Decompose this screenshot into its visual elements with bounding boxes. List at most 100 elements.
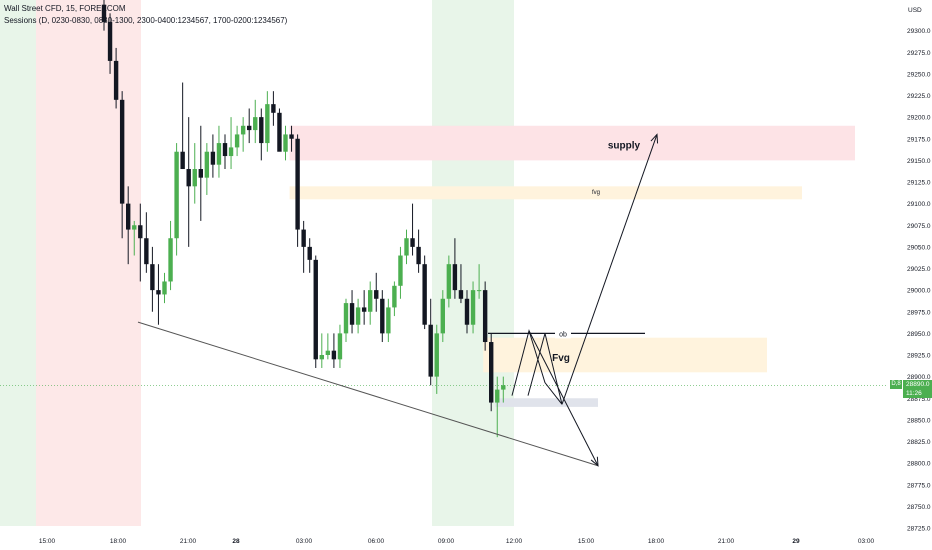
candle-body: [156, 290, 161, 295]
session-backgrounds: [0, 0, 514, 526]
price-tick-label: 29100.0: [907, 201, 931, 208]
candle-body: [283, 134, 288, 152]
candle-body: [392, 285, 397, 308]
price-tick-label: 29225.0: [907, 93, 931, 100]
candle-body: [192, 169, 197, 187]
price-tick-label: 28900.0: [907, 374, 931, 381]
candle-body: [240, 125, 246, 135]
time-tick-label: 21:00: [180, 538, 197, 545]
countdown: 11:26: [906, 390, 922, 397]
candle-body: [186, 169, 191, 187]
candle-body: [368, 290, 373, 312]
price-tick-label: 28825.0: [907, 439, 931, 446]
candle-body: [119, 99, 125, 204]
price-axis[interactable]: USD 29300.0 29275.0 29250.0 29225.0 29200.0 29…: [889, 0, 932, 550]
price-tick-label: 29125.0: [907, 180, 931, 187]
arrow-up: [561, 134, 658, 405]
candle-body: [204, 151, 210, 178]
candle-body: [489, 342, 494, 403]
price-tick-label: 29175.0: [907, 136, 931, 143]
candle-body: [210, 151, 216, 165]
zones: [289, 125, 856, 407]
candle-body: [307, 246, 312, 260]
trendline: [137, 321, 599, 467]
candle-body: [482, 290, 488, 343]
time-tick-label: 03:00: [858, 538, 875, 545]
time-tick-label: 18:00: [110, 538, 127, 545]
candle-body: [168, 238, 173, 282]
price-tick-label: 29200.0: [907, 115, 931, 122]
candle-body: [331, 350, 337, 360]
candle-body: [434, 333, 439, 377]
candle-body: [101, 4, 107, 22]
candle-body: [234, 134, 240, 148]
fvg-lower-label: Fvg: [552, 353, 570, 364]
candle-body: [343, 303, 349, 334]
time-tick-label: 21:00: [718, 538, 735, 545]
candle-body: [126, 203, 131, 230]
candle-body: [464, 298, 470, 325]
candle-body: [107, 21, 113, 61]
price-tick-label: 29025.0: [907, 266, 931, 273]
candle-body: [495, 389, 500, 403]
candle-body: [355, 307, 361, 325]
price-tick-label: 29300.0: [907, 28, 931, 35]
candle-body: [277, 112, 282, 152]
fvg-upper-label: fvg: [592, 190, 600, 196]
candle-body: [138, 225, 143, 239]
price-tick-label: 28850.0: [907, 417, 931, 424]
last-price-value: 28890.0: [906, 381, 930, 388]
price-tick-label: 28750.0: [907, 504, 931, 511]
candle-body: [416, 246, 421, 265]
session-green-1: [0, 0, 36, 526]
price-tick-label: 28725.0: [907, 526, 931, 533]
ob-label: ob: [559, 331, 567, 338]
candle-body: [404, 238, 409, 256]
candle-body: [162, 281, 167, 295]
arrow-up-head: [650, 133, 659, 144]
arrow-down: [528, 330, 599, 466]
zone-supply: [289, 125, 856, 161]
candle-body: [337, 333, 343, 360]
candle-body: [422, 264, 427, 325]
price-tick-label: 28925.0: [907, 353, 931, 360]
price-tick-label: 29075.0: [907, 223, 931, 230]
candle-body: [374, 290, 379, 299]
candle-body: [410, 238, 415, 247]
candle-body: [380, 298, 385, 334]
candle-body: [325, 350, 331, 355]
zone-fvg: [289, 186, 803, 200]
candle-body: [180, 151, 185, 170]
price-tick-label: 29150.0: [907, 158, 931, 165]
candle-body: [501, 385, 506, 390]
time-tick-label: 28: [232, 538, 240, 545]
candle-body: [222, 143, 228, 157]
time-tick-label: 15:00: [578, 538, 595, 545]
candle-body: [198, 169, 203, 178]
candle-body: [398, 255, 403, 286]
candle-body: [271, 104, 276, 113]
session-green-2: [432, 0, 514, 526]
candles[interactable]: [101, 0, 506, 438]
candle-body: [361, 307, 367, 312]
time-tick-label: 06:00: [368, 538, 385, 545]
candle-body: [259, 117, 264, 144]
projection-zigzag: [511, 328, 563, 405]
time-axis[interactable]: 15:00 18:00 21:00 28 03:00 06:00 09:00 12:00 15:…: [39, 538, 875, 545]
price-tick-label: 28775.0: [907, 482, 931, 489]
time-tick-label: 15:00: [39, 538, 56, 545]
candle-body: [301, 229, 306, 247]
candle-body: [144, 238, 149, 265]
candle-body: [295, 138, 300, 230]
time-tick-label: 09:00: [438, 538, 455, 545]
candle-body: [216, 143, 222, 165]
last-price-tag: 28890.0 11:26: [903, 380, 932, 398]
session-red-1: [36, 0, 141, 526]
drawings[interactable]: supply fvg Fvg ob: [137, 133, 659, 467]
price-tick-label: 28875.0: [907, 396, 931, 403]
sessions-indicator[interactable]: Sessions (D, 0230-0830, 0830-1300, 2300-…: [4, 16, 288, 25]
time-tick-label: 03:00: [296, 538, 313, 545]
candle-body: [428, 324, 433, 377]
candle-body: [253, 117, 258, 131]
